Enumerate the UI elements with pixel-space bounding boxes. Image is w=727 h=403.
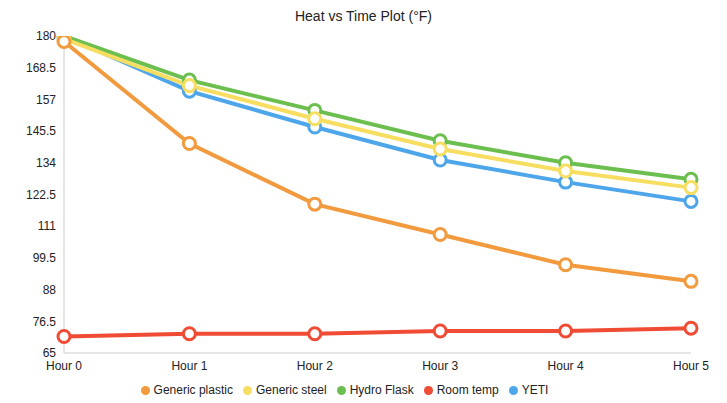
svg-text:Hour 2: Hour 2: [297, 359, 333, 373]
svg-text:111: 111: [38, 219, 57, 233]
svg-text:76.5: 76.5: [33, 315, 57, 329]
svg-text:Hour 0: Hour 0: [46, 359, 82, 373]
html-text:Generic steel: Generic steel: [256, 383, 327, 397]
svg-text:145.5: 145.5: [26, 124, 56, 138]
svg-text:Hour 3: Hour 3: [422, 359, 458, 373]
html-text:Generic plastic: Generic plastic: [153, 383, 233, 397]
svg-text:Hour 1: Hour 1: [171, 359, 207, 373]
html-text:Room temp: Room temp: [436, 383, 499, 397]
svg-text:180: 180: [36, 29, 56, 43]
svg-text:88: 88: [43, 283, 57, 297]
html-text:Heat vs Time Plot (°F): Heat vs Time Plot (°F): [295, 8, 432, 24]
html-text:YETI: YETI: [521, 383, 549, 397]
svg-text:Hour 4: Hour 4: [548, 359, 584, 373]
svg-text:Hour 5: Hour 5: [673, 359, 709, 373]
svg-text:99.5: 99.5: [33, 251, 57, 265]
svg-text:122.5: 122.5: [26, 188, 56, 202]
svg-text:168.5: 168.5: [26, 61, 56, 75]
svg-text:134: 134: [36, 156, 56, 170]
svg-text:157: 157: [36, 93, 56, 107]
svg-text:65: 65: [43, 346, 57, 360]
html-text:Hydro Flask: Hydro Flask: [349, 383, 414, 397]
